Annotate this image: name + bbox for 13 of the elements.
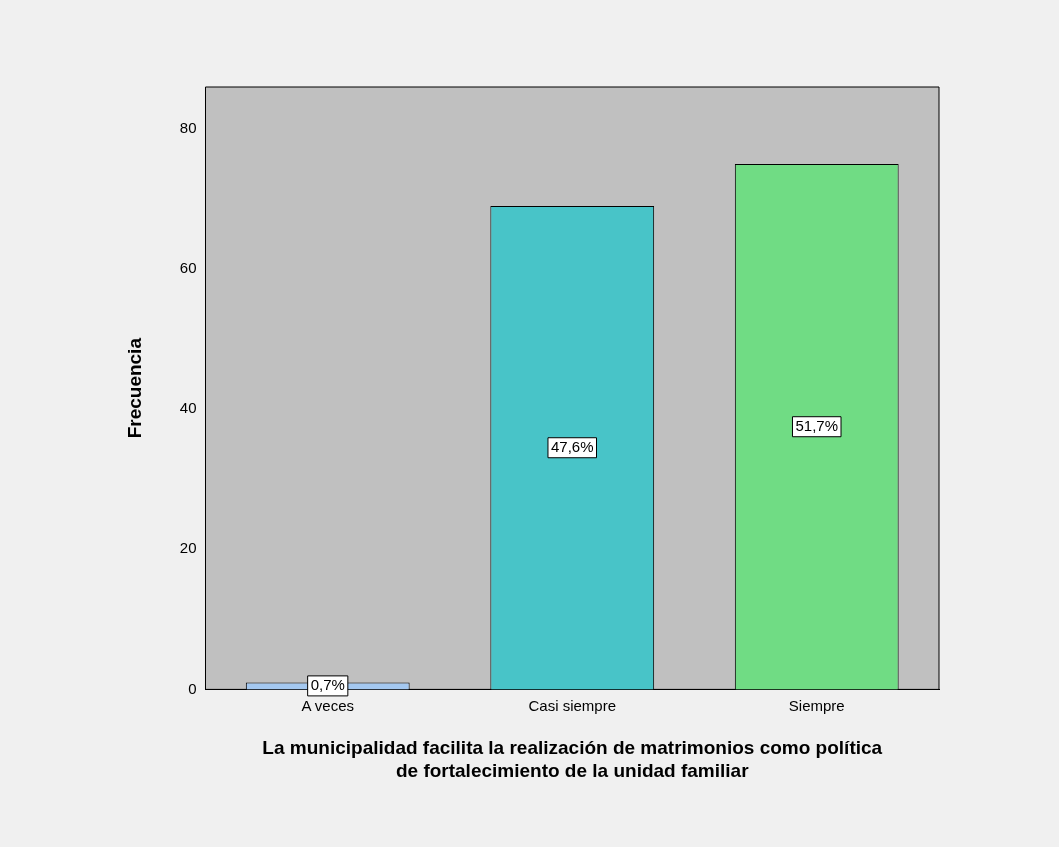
x-tick-label: Siempre [788, 696, 845, 714]
x-tick-label: Casi siempre [528, 696, 617, 714]
x-axis-title: La municipalidad facilita la realización de matrimonios como política de fortalecimiento de la unidad familiar [262, 737, 883, 781]
annotation: 47,6% [550, 437, 594, 455]
y-tick-label: 20 [179, 539, 197, 557]
y-tick-label: 60 [179, 259, 197, 277]
annotation: 0,7% [310, 676, 345, 694]
x-tick-label: A veces [301, 696, 354, 714]
annotation: 51,7% [795, 416, 839, 434]
y-axis-title: Frecuencia [123, 337, 145, 439]
y-tick-label: 40 [179, 399, 197, 417]
y-tick-label: 80 [179, 119, 197, 137]
y-tick-label: 0 [188, 679, 197, 697]
